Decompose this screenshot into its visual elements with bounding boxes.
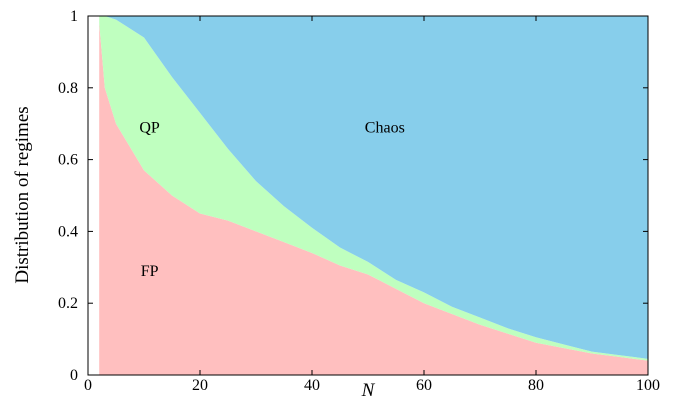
- region-labels: FP QP Chaos: [139, 119, 404, 280]
- x-tick-label: 20: [192, 377, 208, 394]
- y-tick-label: 1: [70, 8, 78, 25]
- area-qp: [99, 16, 648, 361]
- x-tick-label: 0: [84, 377, 92, 394]
- x-tick-label: 80: [528, 377, 544, 394]
- y-axis-label: Distribution of regimes: [12, 106, 33, 283]
- y-tick-label: 0.6: [58, 152, 78, 169]
- x-tick-label: 100: [636, 377, 660, 394]
- x-tick-label: 40: [304, 377, 320, 394]
- plot-frame: [87, 15, 649, 376]
- region-label-chaos: Chaos: [365, 119, 405, 136]
- region-label-fp: FP: [141, 263, 159, 280]
- y-tick-label: 0.4: [58, 223, 78, 240]
- x-tick-label: 60: [416, 377, 432, 394]
- y-tick-label: 0: [70, 367, 78, 384]
- area-chaos: [99, 16, 648, 359]
- stacked-areas: [99, 16, 648, 376]
- x-axis-label: N: [361, 380, 376, 400]
- axis-ticks: 0 20 40 60 80 100 0 0.2 0.4 0.6 0.8 1: [58, 8, 660, 394]
- y-tick-label: 0.2: [58, 295, 78, 312]
- region-label-qp: QP: [139, 119, 160, 136]
- y-tick-label: 0.8: [58, 80, 78, 97]
- area-fp: [99, 23, 648, 376]
